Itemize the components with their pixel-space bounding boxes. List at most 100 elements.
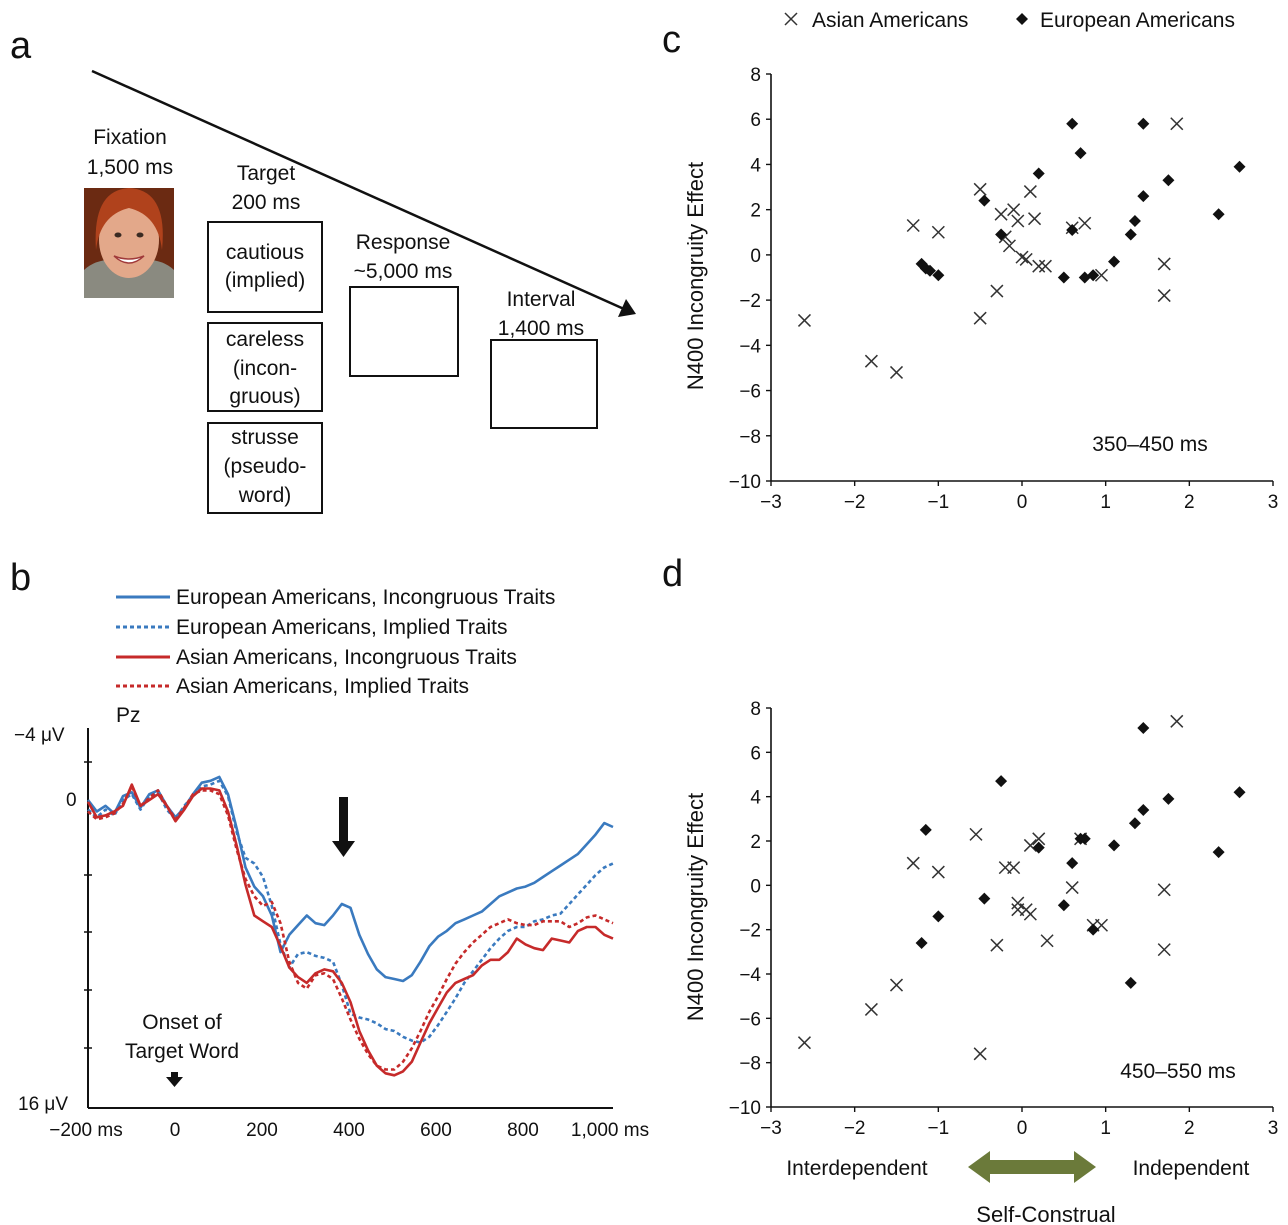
y-tick-label: −8: [739, 427, 761, 448]
face-skin: [99, 202, 159, 278]
panel-b: b European Americans, Incongruous Traits…: [10, 557, 649, 1141]
erp-x-tick-label: 0: [170, 1120, 181, 1141]
word-box-implied: [207, 221, 323, 313]
word-incongruous-type-1: (incon-: [233, 357, 297, 380]
point-european-15: [1128, 214, 1141, 227]
point-asian-23: [1170, 714, 1184, 728]
x-tick-label: −3: [760, 492, 782, 513]
erp-x-tick-label: 200: [246, 1120, 278, 1141]
point-asian-5: [969, 827, 983, 841]
point-european-13: [1128, 817, 1141, 830]
x-tick-label: −2: [844, 1118, 866, 1139]
point-european-11: [1108, 839, 1121, 852]
panel-c-letter: c: [662, 19, 681, 61]
point-european-6: [1032, 167, 1045, 180]
point-asian-9: [1007, 861, 1021, 875]
point-asian-20: [1078, 216, 1092, 230]
erp-legend: European Americans, Incongruous Traits E…: [116, 586, 555, 698]
face-smile: [113, 255, 145, 264]
point-asian-15: [1032, 832, 1046, 846]
word-incongruous-type-2: gruous): [229, 385, 300, 408]
point-european-13: [1108, 255, 1121, 268]
fixation-label: Fixation: [93, 126, 167, 149]
point-european-18: [1162, 174, 1175, 187]
point-asian-21: [1094, 268, 1109, 282]
target-duration: 200 ms: [232, 191, 301, 214]
word-pseudoword: strusse: [231, 426, 299, 449]
legend-european-label: European Americans: [1040, 9, 1235, 32]
n400-arrowhead: [332, 841, 355, 857]
point-european-10: [1074, 147, 1087, 160]
interval-label: Interval: [507, 288, 576, 311]
erp-line-3: [87, 785, 614, 1071]
target-label: Target: [237, 162, 296, 185]
fixation-duration: 1,500 ms: [87, 156, 173, 179]
point-asian-2: [889, 365, 904, 379]
point-european-1: [919, 823, 932, 836]
point-european-4: [978, 194, 991, 207]
point-european-9: [1078, 832, 1091, 845]
y-tick-label: −6: [739, 382, 761, 403]
y-tick-label: 6: [750, 110, 761, 131]
x-tick-label: −1: [927, 492, 949, 513]
point-asian-14: [1019, 252, 1033, 266]
point-european-16: [1162, 792, 1175, 805]
y-tick-label: 6: [750, 743, 761, 764]
word-implied: cautious: [226, 241, 304, 264]
y-tick-label: 2: [750, 832, 761, 853]
word-implied-type: (implied): [225, 269, 306, 292]
x-tick-label: 1: [1100, 492, 1111, 513]
legend-diamond-marker: [1016, 13, 1028, 25]
x-tick-label: −3: [760, 1118, 782, 1139]
point-european-9: [1066, 117, 1079, 130]
legend-label-ea-implied: European Americans, Implied Traits: [176, 616, 508, 639]
response-duration: ~5,000 ms: [354, 260, 453, 283]
y-tick-label: 4: [750, 155, 761, 176]
interdependent-label: Interdependent: [786, 1157, 927, 1180]
point-european-16: [1137, 190, 1150, 203]
face-photo: [84, 188, 174, 298]
y-tick-label: 8: [750, 699, 761, 720]
x-tick-label: −2: [844, 492, 866, 513]
point-european-8: [1066, 224, 1079, 237]
panel-d-letter: d: [662, 553, 683, 595]
point-european-4: [995, 775, 1008, 788]
point-asian-17: [1032, 259, 1046, 273]
point-asian-15: [1023, 185, 1037, 199]
face-shoulders: [84, 259, 174, 298]
erp-x-tick-label: 800: [507, 1120, 539, 1141]
point-european-14: [1124, 228, 1137, 241]
point-asian-7: [990, 938, 1004, 952]
y-tick-label: 0: [750, 246, 761, 267]
point-asian-7: [990, 284, 1004, 298]
point-asian-4: [931, 865, 945, 879]
point-asian-5: [973, 182, 987, 196]
point-asian-22: [1157, 257, 1171, 271]
point-asian-13: [1015, 250, 1029, 264]
point-asian-1: [864, 354, 878, 368]
independent-label: Independent: [1133, 1157, 1250, 1180]
y-tick-label: −8: [739, 1054, 761, 1075]
scatter-c-annotation: 350–450 ms: [1092, 433, 1208, 456]
word-box-incongruous: [207, 322, 323, 412]
point-european-5: [995, 228, 1008, 241]
y-tick-label: −4: [739, 336, 761, 357]
scatter-c-y-label: N400 Incongruity Effect: [683, 162, 708, 390]
word-box-pseudoword: [207, 422, 323, 514]
onset-arrow-shaft: [171, 1072, 178, 1078]
point-asian-22: [1157, 943, 1171, 957]
erp-x-tick-label: 600: [420, 1120, 452, 1141]
self-construal-label: Self-Construal: [976, 1202, 1115, 1225]
erp-y-tick-label: 0: [66, 790, 77, 811]
point-european-0: [915, 936, 928, 949]
onset-label-line-1: Onset of: [142, 1011, 222, 1034]
point-european-20: [1233, 160, 1246, 173]
point-asian-8: [994, 207, 1008, 221]
y-tick-label: 4: [750, 788, 761, 809]
point-asian-12: [1011, 214, 1025, 228]
erp-line-2: [86, 783, 614, 1077]
word-pseudoword-type-1: (pseudo-: [224, 455, 307, 478]
point-asian-17: [1065, 881, 1079, 895]
panel-a: a Fixation 1,500 ms Target 200 ms cautio…: [10, 25, 636, 514]
